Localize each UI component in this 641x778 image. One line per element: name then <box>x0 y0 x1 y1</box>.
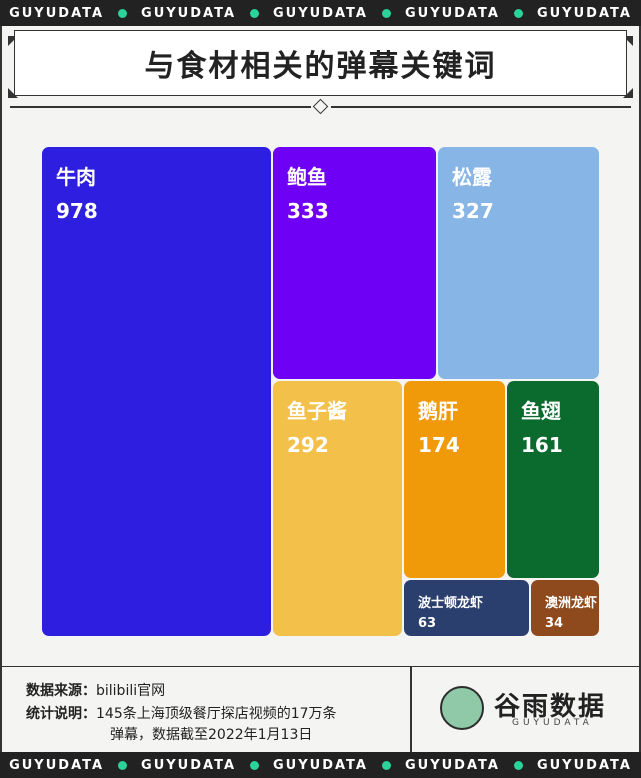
band-word: GUYUDATA <box>273 757 368 773</box>
bird-logo-icon <box>440 686 484 730</box>
tile-value: 292 <box>287 433 329 457</box>
dot-icon <box>118 8 128 18</box>
band-word: GUYUDATA <box>536 757 632 773</box>
tile-label: 鱼子酱 <box>287 399 347 423</box>
title-box: 与食材相关的弹幕关键词 <box>14 30 627 96</box>
note-key: 统计说明： <box>26 706 96 722</box>
tile-label: 鹅肝 <box>418 399 458 423</box>
tile-value: 34 <box>545 616 564 631</box>
source-key: 数据来源： <box>26 683 96 699</box>
logo-subtitle: GUYUDATA <box>512 718 593 728</box>
dot-icon <box>513 760 523 770</box>
band-word: GUYUDATA <box>273 5 368 21</box>
tile-label: 牛肉 <box>56 165 96 189</box>
corner-decoration <box>8 88 18 98</box>
corner-decoration <box>623 88 633 98</box>
band-word: GUYUDATA <box>141 5 237 21</box>
page-frame <box>0 26 641 752</box>
footer <box>0 666 641 752</box>
top-brand-band: GUYUDATA GUYUDATA GUYUDATA GUYUDATA GUYU… <box>0 0 641 26</box>
band-word: GUYUDATA <box>404 757 500 773</box>
dot-icon <box>250 8 260 18</box>
tile-value: 63 <box>418 616 437 631</box>
band-word: GUYUDATA <box>9 757 105 773</box>
source-value: bilibili官网 <box>96 683 166 699</box>
corner-decoration <box>8 36 18 46</box>
tile-value: 174 <box>418 433 460 457</box>
note-value-2: 弹幕，数据截至2022年1月13日 <box>110 727 313 743</box>
dot-icon <box>513 8 523 18</box>
divider <box>331 106 631 108</box>
tile-label: 波士顿龙虾 <box>418 596 484 611</box>
note-value-1: 145条上海顶级餐厅探店视频的17万条 <box>96 706 337 722</box>
dot-icon <box>250 760 260 770</box>
tile-label: 鱼翅 <box>521 399 561 423</box>
band-word: GUYUDATA <box>9 5 105 21</box>
corner-decoration <box>623 36 633 46</box>
tile-label: 松露 <box>452 165 492 189</box>
band-word: GUYUDATA <box>536 5 632 21</box>
band-word: GUYUDATA <box>141 757 237 773</box>
treemap-tile: 鱼翅 161 <box>507 381 599 578</box>
treemap-tile: 松露 327 <box>438 147 599 379</box>
dot-icon <box>381 8 391 18</box>
source-line: 数据来源：bilibili官网 <box>26 680 165 700</box>
treemap-tile: 鱼子酱 292 <box>273 381 402 636</box>
footer-divider <box>410 666 412 752</box>
tile-label: 澳洲龙虾 <box>545 596 598 611</box>
divider <box>10 106 311 108</box>
dot-icon <box>118 760 128 770</box>
treemap-tile: 澳洲龙虾 34 <box>531 580 599 636</box>
tile-value: 978 <box>56 199 98 223</box>
tile-value: 333 <box>287 199 329 223</box>
page-title: 与食材相关的弹幕关键词 <box>144 49 497 84</box>
dot-icon <box>381 760 391 770</box>
band-word: GUYUDATA <box>404 5 500 21</box>
treemap-tile: 鹅肝 174 <box>404 381 505 578</box>
logo-name: 谷雨数据 <box>494 692 607 722</box>
note-line-2: 弹幕，数据截至2022年1月13日 <box>110 724 312 744</box>
tile-value: 161 <box>521 433 563 457</box>
treemap-tile: 牛肉 978 <box>42 147 271 636</box>
note-line: 统计说明：145条上海顶级餐厅探店视频的17万条 <box>26 703 337 723</box>
bottom-brand-band: GUYUDATA GUYUDATA GUYUDATA GUYUDATA GUYU… <box>0 752 641 778</box>
treemap-tile: 鲍鱼 333 <box>273 147 436 379</box>
tile-value: 327 <box>452 199 494 223</box>
tile-label: 鲍鱼 <box>287 165 327 189</box>
treemap-tile: 波士顿龙虾 63 <box>404 580 529 636</box>
